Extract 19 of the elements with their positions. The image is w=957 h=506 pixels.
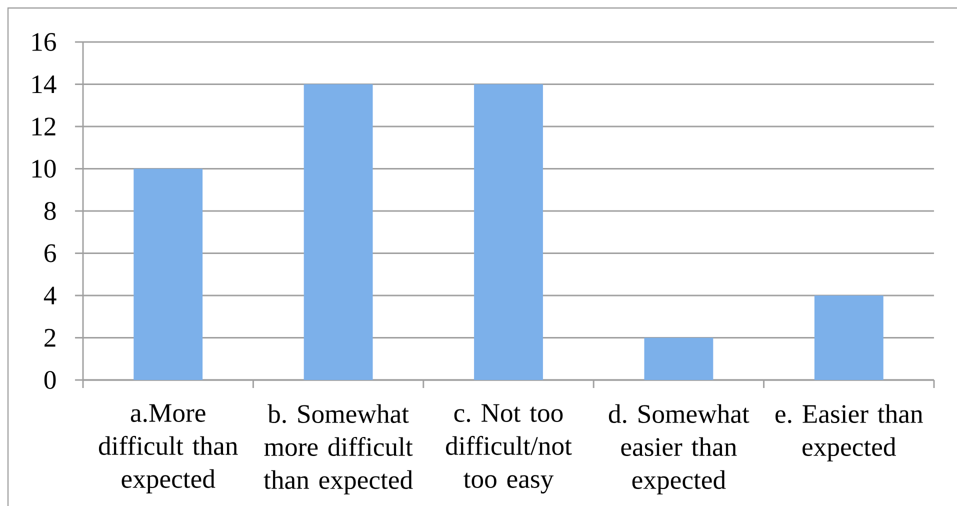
y-tick-label: 2 <box>44 328 56 347</box>
y-tick-label: 14 <box>32 75 56 94</box>
x-tick-label: d. Somewhat easier than expected <box>608 404 750 494</box>
y-tick-label: 16 <box>32 33 56 51</box>
y-tick-label: 12 <box>32 118 56 136</box>
bar <box>644 338 714 380</box>
y-tick-label: 0 <box>44 370 56 389</box>
bar <box>134 168 203 380</box>
x-tick-label: e. Easier than expected <box>776 404 923 462</box>
bar <box>304 84 373 380</box>
y-tick-label: 6 <box>44 244 56 262</box>
x-tick-label: c. Not too difficult/not too easy <box>446 404 572 494</box>
y-tick-label: 10 <box>32 160 56 178</box>
bar <box>814 295 884 380</box>
y-tick-label: 8 <box>44 202 56 220</box>
x-tick-label: b. Somewhat more difficult than expected <box>264 404 413 494</box>
x-tick-label: a.More difficult than expected <box>98 404 238 494</box>
y-tick-label: 4 <box>44 286 56 304</box>
bar <box>474 84 543 380</box>
